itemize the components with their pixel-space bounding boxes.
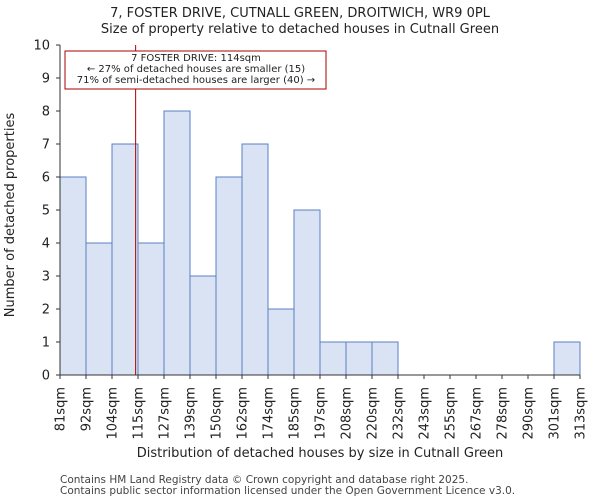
chart-subtitle: Size of property relative to detached ho… [101,22,499,37]
annotation-line-2: ← 27% of detached houses are smaller (15… [87,64,305,75]
bar [345,341,373,376]
x-tick-label: 301sqm [548,387,563,440]
bar [85,242,113,376]
x-tick-label: 208sqm [340,387,355,440]
footer-line-2: Contains public sector information licen… [60,485,515,497]
x-tick-label: 243sqm [418,387,433,440]
bar [293,209,321,376]
x-tick-label: 92sqm [80,387,95,431]
annotation-frame [64,50,327,90]
x-tick-label: 139sqm [184,387,199,440]
x-tick-label: 267sqm [470,387,485,440]
bar [241,143,269,376]
annotation-box: 7 FOSTER DRIVE: 114sqm ← 27% of detached… [64,50,327,90]
y-tick-label: 7 [42,138,50,153]
x-tick-label: 127sqm [158,387,173,440]
chart-title: 7, FOSTER DRIVE, CUTNALL GREEN, DROITWIC… [110,6,491,21]
y-axis-label: Number of detached properties [3,113,18,318]
bars-layer [59,110,581,376]
y-tick-label: 0 [42,369,50,384]
ticks-layer: 0 1 2 3 4 5 6 7 8 9 10 81sqm 92sqm 104sqm 115sqm 127sqm… [33,39,588,440]
y-tick-label: 2 [42,303,50,318]
x-tick-label: 185sqm [288,387,303,440]
bar [319,341,347,376]
bar [189,275,217,376]
y-tick-label: 8 [42,105,50,120]
y-tick-label: 1 [42,336,50,351]
x-tick-label: 313sqm [574,387,589,440]
annotation-line-1: 7 FOSTER DRIVE: 114sqm [131,53,261,64]
x-tick-label: 232sqm [392,387,407,440]
y-tick-label: 4 [42,237,50,252]
bar [111,143,139,376]
bar [163,110,191,376]
x-tick-label: 197sqm [314,387,329,440]
x-tick-label: 115sqm [132,387,147,440]
bar [267,308,295,376]
bar [215,176,243,376]
x-tick-label: 278sqm [496,387,511,440]
x-tick-label: 220sqm [366,387,381,440]
x-tick-label: 255sqm [444,387,459,440]
x-axis-label: Distribution of detached houses by size … [137,446,504,461]
x-tick-label: 162sqm [236,387,251,440]
footer-line-1: Contains HM Land Registry data © Crown c… [60,474,468,486]
x-tick-label: 290sqm [522,387,537,440]
y-tick-label: 10 [33,39,50,54]
y-tick-label: 9 [42,72,50,87]
x-tick-label: 81sqm [54,387,69,431]
bar [137,242,165,376]
bar [371,341,399,376]
annotation-line-3: 71% of semi-detached houses are larger (… [77,75,315,86]
x-tick-label: 150sqm [210,387,225,440]
x-tick-label: 104sqm [106,387,121,440]
x-tick-label: 174sqm [262,387,277,440]
y-tick-label: 6 [42,171,50,186]
y-tick-label: 5 [42,204,50,219]
y-tick-label: 3 [42,270,50,285]
bar [553,341,581,376]
bar [59,176,87,376]
